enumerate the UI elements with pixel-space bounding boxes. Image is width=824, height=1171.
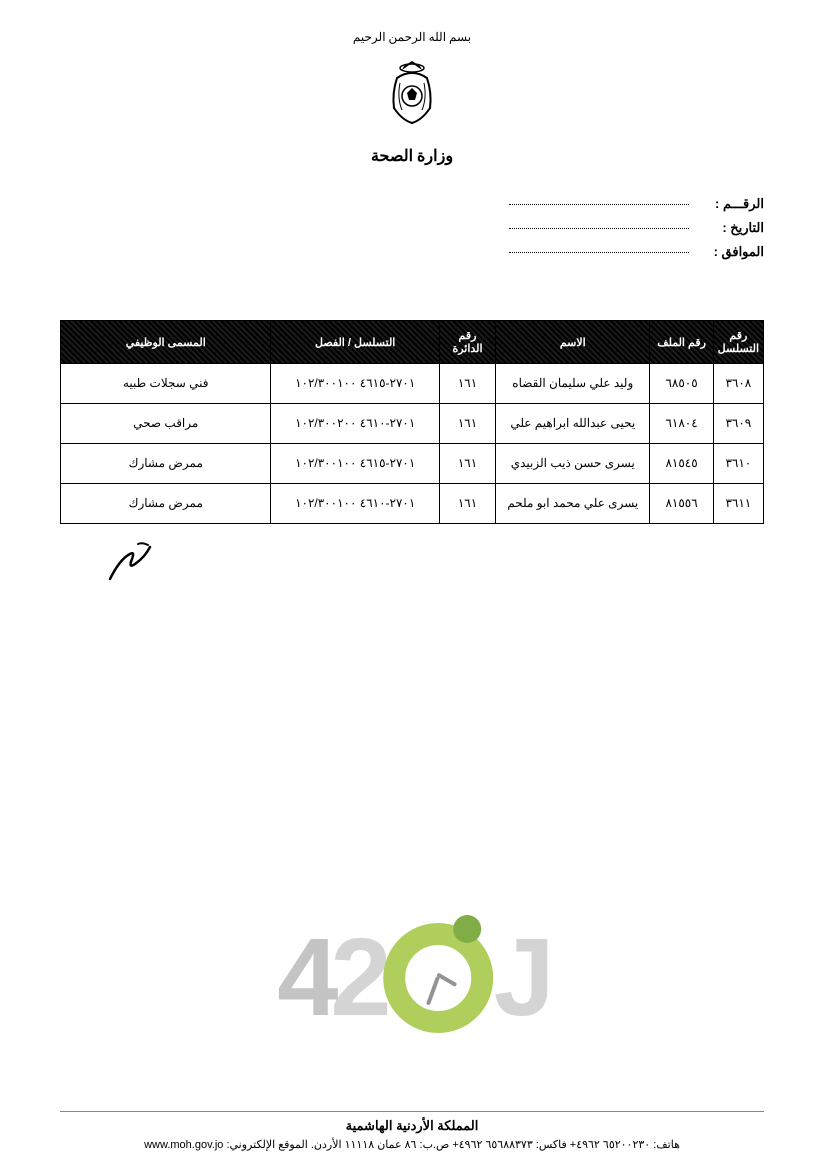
footer-kingdom: المملكة الأردنية الهاشمية bbox=[60, 1118, 764, 1134]
cell-name: يحيى عبدالله ابراهيم علي bbox=[496, 404, 650, 444]
cell-dept: ١٦١ bbox=[439, 404, 495, 444]
table-row: ٣٦٠٩ ٦١٨٠٤ يحيى عبدالله ابراهيم علي ١٦١ … bbox=[61, 404, 764, 444]
meta-fields: الرقـــم : التاريخ : الموافق : bbox=[60, 196, 764, 260]
table-row: ٣٦٠٨ ٦٨٥٠٥ وليد علي سليمان القضاه ١٦١ ٢٧… bbox=[61, 364, 764, 404]
table-row: ٣٦١٠ ٨١٥٤٥ يسرى حسن ذيب الزبيدي ١٦١ ٢٧٠١… bbox=[61, 444, 764, 484]
cell-file: ٨١٥٥٦ bbox=[650, 484, 713, 524]
col-dept-header: رقم الدائرة bbox=[439, 321, 495, 364]
watermark-4: 4 bbox=[277, 914, 330, 1041]
cell-chapter: ٢٧٠١-٤٦١٥ ١٠٢/٣٠٠١٠٠ bbox=[271, 444, 439, 484]
col-job-header: المسمى الوظيفي bbox=[61, 321, 271, 364]
cell-dept: ١٦١ bbox=[439, 364, 495, 404]
page-footer: المملكة الأردنية الهاشمية هاتف: ٦٥٢٠٠٢٣٠… bbox=[60, 1111, 764, 1151]
cell-chapter: ٢٧٠١-٤٦١٠ ١٠٢/٣٠٠١٠٠ bbox=[271, 484, 439, 524]
document-page: بسم الله الرحمن الرحيم وزارة الصحة الرقـ… bbox=[0, 0, 824, 1171]
cell-job: ممرض مشارك bbox=[61, 444, 271, 484]
employees-table: رقم التسلسل رقم الملف الاسم رقم الدائرة … bbox=[60, 320, 764, 524]
col-name-header: الاسم bbox=[496, 321, 650, 364]
cell-job: مراقب صحي bbox=[61, 404, 271, 444]
jordan-emblem-icon bbox=[382, 58, 442, 133]
cell-seq: ٣٦٠٨ bbox=[713, 364, 763, 404]
number-value-line bbox=[509, 204, 689, 205]
cell-chapter: ٢٧٠١-٤٦١٥ ١٠٢/٣٠٠١٠٠ bbox=[271, 364, 439, 404]
jo24-watermark: J 2 4 bbox=[277, 914, 547, 1041]
cell-name: يسرى علي محمد ابو ملحم bbox=[496, 484, 650, 524]
footer-contact: هاتف: ٦٥٢٠٠٢٣٠ ٤٩٦٢+ فاكس: ٦٥٦٨٨٣٧٣ ٤٩٦٢… bbox=[60, 1138, 764, 1151]
cell-seq: ٣٦١٠ bbox=[713, 444, 763, 484]
cell-dept: ١٦١ bbox=[439, 484, 495, 524]
date-value-line bbox=[509, 228, 689, 229]
cell-seq: ٣٦٠٩ bbox=[713, 404, 763, 444]
cell-dept: ١٦١ bbox=[439, 444, 495, 484]
watermark-o-clock-icon bbox=[384, 923, 494, 1033]
table-header-row: رقم التسلسل رقم الملف الاسم رقم الدائرة … bbox=[61, 321, 764, 364]
col-seq-header: رقم التسلسل bbox=[713, 321, 763, 364]
meta-date-row: التاريخ : bbox=[60, 220, 764, 236]
corresponding-value-line bbox=[509, 252, 689, 253]
table-body: ٣٦٠٨ ٦٨٥٠٥ وليد علي سليمان القضاه ١٦١ ٢٧… bbox=[61, 364, 764, 524]
cell-file: ٦٨٥٠٥ bbox=[650, 364, 713, 404]
meta-number-row: الرقـــم : bbox=[60, 196, 764, 212]
watermark-content: J 2 4 bbox=[277, 914, 547, 1041]
col-file-header: رقم الملف bbox=[650, 321, 713, 364]
cell-job: فني سجلات طبيه bbox=[61, 364, 271, 404]
ministry-name: وزارة الصحة bbox=[60, 146, 764, 166]
cell-name: يسرى حسن ذيب الزبيدي bbox=[496, 444, 650, 484]
cell-file: ٨١٥٤٥ bbox=[650, 444, 713, 484]
meta-corresponding-row: الموافق : bbox=[60, 244, 764, 260]
col-chapter-header: التسلسل / الفصل bbox=[271, 321, 439, 364]
table-row: ٣٦١١ ٨١٥٥٦ يسرى علي محمد ابو ملحم ١٦١ ٢٧… bbox=[61, 484, 764, 524]
cell-chapter: ٢٧٠١-٤٦١٠ ١٠٢/٣٠٠٢٠٠ bbox=[271, 404, 439, 444]
number-label: الرقـــم : bbox=[704, 196, 764, 212]
date-label: التاريخ : bbox=[704, 220, 764, 236]
cell-name: وليد علي سليمان القضاه bbox=[496, 364, 650, 404]
watermark-2: 2 bbox=[330, 914, 383, 1041]
corresponding-label: الموافق : bbox=[704, 244, 764, 260]
cell-job: ممرض مشارك bbox=[61, 484, 271, 524]
watermark-j: J bbox=[494, 914, 547, 1041]
document-header: بسم الله الرحمن الرحيم وزارة الصحة bbox=[60, 30, 764, 166]
cell-file: ٦١٨٠٤ bbox=[650, 404, 713, 444]
cell-seq: ٣٦١١ bbox=[713, 484, 763, 524]
signature-mark bbox=[60, 539, 764, 589]
bismillah-text: بسم الله الرحمن الرحيم bbox=[60, 30, 764, 45]
